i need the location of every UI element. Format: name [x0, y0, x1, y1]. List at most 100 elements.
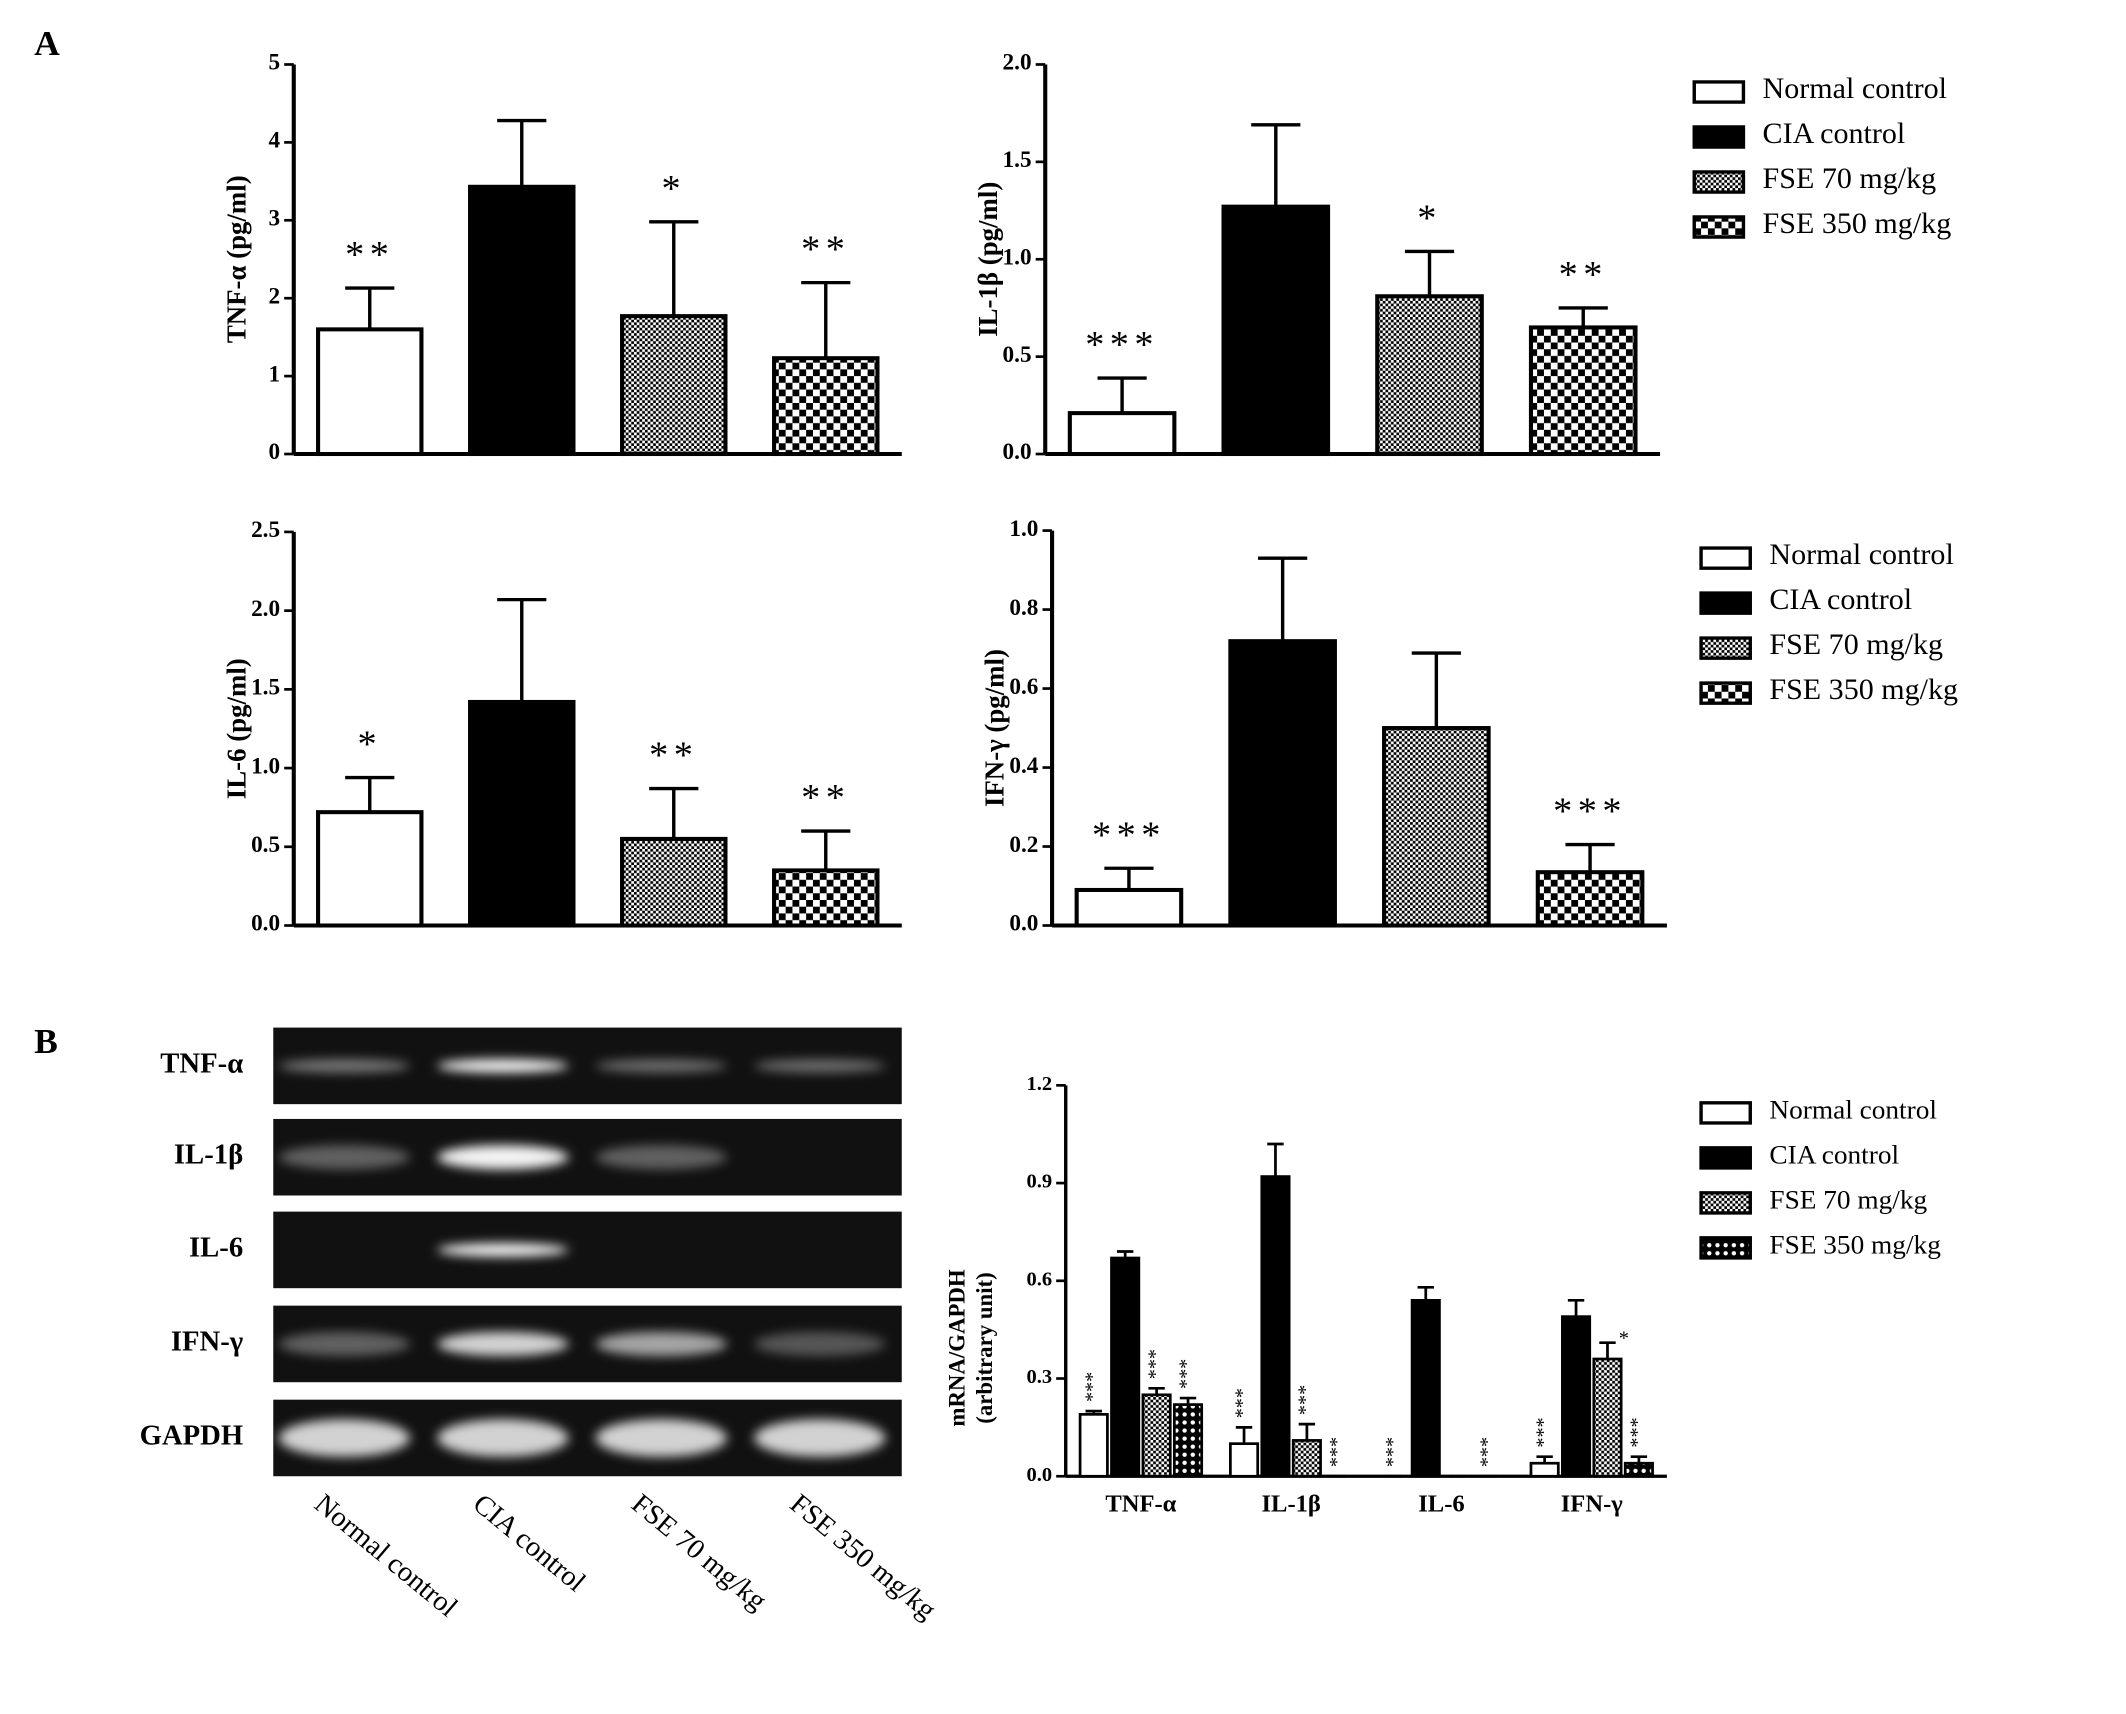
bar: [1592, 1357, 1623, 1478]
y-tick-label: 0.9: [1026, 1171, 1052, 1193]
legend-swatch: [1699, 591, 1752, 615]
y-tick-label: 2.5: [251, 516, 280, 542]
error-bar: [649, 786, 699, 839]
y-tick-label: 1.0: [1009, 515, 1038, 541]
error-bar: [1565, 842, 1615, 873]
significance-mark: *: [661, 168, 686, 210]
bar: [468, 184, 576, 457]
significance-mark: **: [345, 234, 394, 276]
significance-mark: **: [649, 735, 698, 777]
gel-row-label: IL-6: [189, 1233, 243, 1264]
y-axis-label: IL-1β (pg/ml): [973, 182, 1003, 337]
bar: [468, 699, 576, 928]
significance-mark: **: [1559, 254, 1608, 296]
bar: [1535, 870, 1645, 928]
error-bar: [1235, 1426, 1253, 1444]
significance-mark: ***: [1382, 1437, 1404, 1467]
significance-mark: *: [1619, 1328, 1629, 1350]
panel-label: A: [34, 24, 60, 63]
error-bar: [1558, 306, 1608, 328]
gel-lane-label: FSE 350 mg/kg: [784, 1488, 942, 1625]
significance-mark: ***: [1532, 1417, 1554, 1447]
y-axis-label: IFN-γ (pg/ml): [979, 649, 1009, 807]
y-tick-label: 0.4: [1009, 752, 1039, 778]
legend-label: CIA control: [1763, 117, 1906, 150]
gel-band: [754, 1059, 886, 1073]
gel-row-label: IL-1β: [174, 1140, 243, 1171]
error-bar: [1298, 1422, 1316, 1441]
gel-band: [754, 1331, 886, 1357]
error-bar: [1148, 1386, 1165, 1395]
bar: [1228, 639, 1337, 928]
error-bar: [801, 280, 851, 359]
error-bar: [345, 775, 395, 813]
gel-band: [437, 1243, 569, 1257]
y-tick-label: 0.0: [1003, 438, 1032, 464]
y-tick-label: 0.2: [1009, 831, 1038, 857]
legend-label: FSE 70 mg/kg: [1769, 1185, 1927, 1215]
error-bar: [1258, 556, 1308, 642]
error-bar: [1417, 1285, 1434, 1301]
legend-label: Normal control: [1763, 72, 1947, 105]
gel-band: [754, 1419, 886, 1457]
legend-swatch: [1692, 215, 1746, 239]
y-tick-label: 5: [268, 49, 280, 75]
y-tick-label: 1.2: [1026, 1073, 1052, 1095]
legend-label: FSE 350 mg/kg: [1769, 673, 1958, 706]
error-bar: [649, 220, 699, 317]
error-bar: [1267, 1142, 1284, 1177]
legend-swatch: [1699, 546, 1752, 570]
legend-label: FSE 70 mg/kg: [1763, 162, 1937, 195]
legend-label: Normal control: [1769, 538, 1953, 571]
y-tick-label: 4: [268, 127, 280, 153]
gel-band: [595, 1419, 727, 1457]
error-bar: [1116, 1250, 1134, 1258]
significance-mark: ***: [1092, 815, 1166, 857]
legend-swatch: [1692, 170, 1746, 194]
significance-mark: **: [801, 229, 850, 271]
gel-lane-label: FSE 70 mg/kg: [625, 1488, 772, 1616]
bar: [1529, 1461, 1560, 1478]
legend-label: Normal control: [1769, 1095, 1937, 1125]
legend-label: CIA control: [1769, 583, 1912, 616]
bar: [316, 810, 424, 928]
error-bar: [1404, 249, 1455, 297]
legend-swatch: [1692, 125, 1746, 149]
significance-mark: **: [801, 777, 850, 819]
legend-swatch: [1692, 80, 1746, 104]
significance-mark: ***: [1232, 1388, 1254, 1418]
gel-row-label: IFN-γ: [171, 1327, 243, 1358]
bar: [1229, 1442, 1260, 1478]
legend-label: CIA control: [1769, 1140, 1899, 1170]
y-tick-label: 3: [268, 205, 280, 231]
error-bar: [1630, 1455, 1648, 1464]
gel-lane-label: Normal control: [308, 1488, 463, 1623]
bar: [772, 868, 880, 928]
y-tick-label: 2.0: [251, 595, 280, 621]
y-tick-label: 0.8: [1009, 594, 1038, 620]
bar: [1410, 1298, 1441, 1478]
error-bar: [1411, 651, 1461, 729]
legend-swatch: [1699, 636, 1752, 660]
significance-mark: *: [1417, 198, 1442, 240]
y-tick-label: 0.6: [1009, 673, 1038, 699]
y-tick-label: 1.0: [1003, 244, 1032, 270]
y-tick-label: 0.6: [1026, 1269, 1052, 1291]
bar: [1110, 1256, 1141, 1478]
x-tick-label: IL-6: [1418, 1491, 1464, 1518]
gel-row-label: GAPDH: [140, 1421, 244, 1452]
bar: [316, 327, 424, 457]
y-tick-label: 0.0: [251, 910, 280, 936]
y-axis-label: (arbitrary unit): [971, 1272, 997, 1423]
legend-swatch: [1699, 681, 1752, 705]
bar: [1623, 1461, 1654, 1478]
gel-band: [278, 1419, 410, 1457]
gel-band: [595, 1059, 727, 1073]
bar: [1067, 411, 1177, 457]
bar: [620, 836, 728, 928]
y-tick-label: 0: [268, 438, 280, 464]
bar: [1074, 887, 1184, 928]
error-bar: [1085, 1409, 1102, 1415]
bar: [1260, 1175, 1291, 1478]
y-tick-label: 2: [268, 283, 280, 309]
